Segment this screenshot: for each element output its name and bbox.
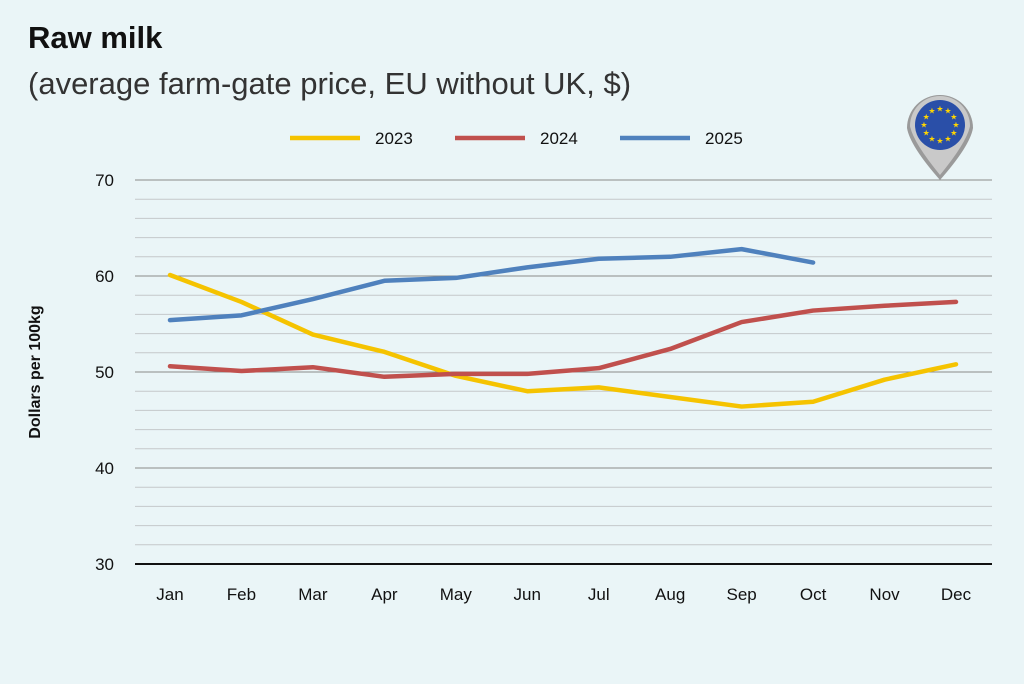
- y-tick-label: 60: [95, 267, 114, 286]
- star: ★: [944, 107, 951, 116]
- x-tick-label: Mar: [298, 585, 328, 604]
- y-tick-label: 70: [95, 171, 114, 190]
- star: ★: [923, 129, 930, 138]
- y-tick-label: 40: [95, 459, 114, 478]
- legend: 2023 2024 2025: [290, 129, 743, 148]
- y-axis-label: Dollars per 100kg: [27, 305, 44, 438]
- x-tick-label: Jan: [156, 585, 183, 604]
- x-tick-labels: Jan Feb Mar Apr May Jun Jul Aug Sep Oct Nov Dec: [156, 585, 971, 604]
- y-tick-label: 30: [95, 555, 114, 574]
- star: ★: [928, 134, 935, 143]
- x-tick-label: Jul: [588, 585, 610, 604]
- star: ★: [950, 129, 957, 138]
- star: ★: [936, 105, 943, 114]
- legend-label-2025: 2025: [705, 129, 743, 148]
- x-tick-label: Nov: [869, 585, 900, 604]
- series-line-2025: [167, 246, 816, 323]
- star: ★: [920, 121, 927, 130]
- legend-label-2024: 2024: [540, 129, 578, 148]
- y-tick-labels: 30 40 50 60 70: [95, 171, 114, 574]
- series-lines: [167, 246, 959, 409]
- x-tick-label: Apr: [371, 585, 398, 604]
- star: ★: [936, 137, 943, 146]
- x-tick-label: Sep: [727, 585, 757, 604]
- x-tick-label: Jun: [514, 585, 541, 604]
- x-tick-label: Dec: [941, 585, 972, 604]
- star: ★: [950, 113, 957, 122]
- x-tick-label: Aug: [655, 585, 685, 604]
- star: ★: [928, 107, 935, 116]
- y-tick-label: 50: [95, 363, 114, 382]
- star: ★: [923, 113, 930, 122]
- x-tick-label: Feb: [227, 585, 256, 604]
- x-tick-label: Oct: [800, 585, 827, 604]
- chart-title: Raw milk: [28, 20, 163, 55]
- series-line-2023: [167, 272, 959, 409]
- star: ★: [944, 134, 951, 143]
- eu-flag-map-pin-icon: ★ ★★★★★★★★★★★: [907, 95, 973, 180]
- x-tick-label: May: [440, 585, 473, 604]
- series-line-2024: [167, 299, 959, 380]
- legend-label-2023: 2023: [375, 129, 413, 148]
- gridlines: [135, 179, 992, 565]
- chart-subtitle: (average farm-gate price, EU without UK,…: [28, 66, 632, 101]
- star: ★: [952, 121, 959, 130]
